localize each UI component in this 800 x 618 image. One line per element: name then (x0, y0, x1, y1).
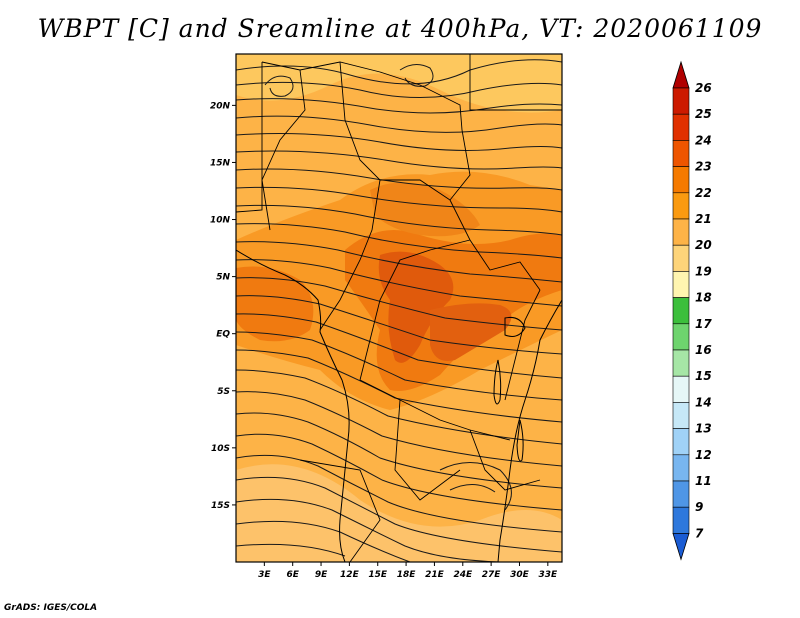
colorbar-label: 25 (695, 107, 712, 121)
lon-tick-label: 12E (340, 570, 360, 580)
colorbar-swatch (672, 297, 690, 325)
colorbar-bottom-arrow (672, 533, 690, 561)
wbpt-contour-22-west (236, 266, 314, 342)
lat-tick-label: 10N (210, 216, 231, 226)
lon-tick-label: 15E (368, 570, 388, 580)
country-boundaries (236, 54, 562, 562)
wbpt-contour-23-east (430, 303, 512, 361)
lat-tick-label: EQ (216, 330, 230, 340)
colorbar-label: 13 (695, 422, 712, 436)
lake-tanganyika (493, 359, 502, 405)
colorbar-swatch (672, 454, 690, 482)
colorbar-label: 16 (695, 343, 712, 357)
colorbar-swatch (672, 428, 690, 456)
colorbar-label: 23 (695, 160, 712, 174)
map-frame (235, 53, 563, 563)
colorbar-label: 21 (695, 212, 712, 226)
colorbar-label: 15 (695, 369, 712, 383)
wbpt-contour-22-north (370, 182, 480, 237)
lat-tick-label: 10S (211, 444, 230, 454)
colorbar-swatch (672, 402, 690, 429)
coastline-east (497, 299, 562, 562)
lat-tick-label: 5N (216, 273, 230, 283)
lake-malawi (516, 419, 524, 462)
colorbar-label: 11 (695, 474, 712, 488)
lat-tick-label: 5S (217, 387, 230, 397)
lon-tick-label: 6E (286, 570, 299, 580)
lake-victoria (504, 317, 526, 337)
colorbar-swatch (672, 480, 690, 508)
colorbar-label: 18 (695, 291, 712, 305)
lat-tick-label: 20N (210, 101, 231, 111)
lon-tick-label: 18E (397, 570, 417, 580)
colorbar-swatch (672, 323, 690, 351)
colorbar-swatch (672, 166, 690, 194)
colorbar-swatch (672, 140, 690, 167)
wbpt-contour-19-north (236, 54, 562, 113)
colorbar-swatch (672, 375, 690, 403)
lon-tick-label: 21E (425, 570, 445, 580)
lat-tick-label: 15S (211, 501, 230, 511)
map-figure: 20N 15N 10N 5N EQ 5S 10S 15S 3E 6E 9E 12E 15E 18E 21E… (210, 53, 712, 580)
wbpt-contour-23-core (378, 251, 454, 363)
latitude-axis: 20N 15N 10N 5N EQ 5S 10S 15S (210, 101, 236, 511)
colorbar-swatch (672, 244, 690, 272)
colorbar-swatch (672, 192, 690, 220)
colorbar-swatch (672, 87, 690, 115)
coastline-west (236, 249, 350, 562)
map-panel (236, 54, 562, 562)
colorbar-label: 12 (695, 448, 712, 462)
colorbar-label: 22 (695, 186, 712, 200)
wbpt-contour-19-south (236, 464, 562, 562)
lon-tick-label: 3E (258, 570, 271, 580)
colorbar-label: 24 (695, 133, 712, 147)
colorbar-label: 19 (695, 264, 712, 278)
colorbar-swatch (672, 349, 690, 377)
lon-tick-label: 24E (453, 570, 473, 580)
lon-tick-label: 30E (510, 570, 530, 580)
lon-tick-label: 33E (538, 570, 558, 580)
grads-credit: GrADS: IGES/COLA (4, 603, 98, 613)
colorbar-label: 26 (695, 81, 712, 95)
colorbar: 26 25 24 23 22 21 20 19 18 17 16 15 14 13 12 11 9 7 (672, 60, 712, 561)
lat-tick-label: 15N (210, 158, 231, 168)
colorbar-label: 7 (695, 526, 704, 540)
colorbar-label: 17 (695, 317, 712, 331)
colorbar-label: 20 (695, 238, 712, 252)
chart-title: WBPT [C] and Sreamline at 400hPa, VT: 20… (37, 14, 763, 43)
longitude-axis: 3E 6E 9E 12E 15E 18E 21E 24E 27E 30E 33E (258, 562, 558, 580)
colorbar-swatch (672, 218, 690, 246)
colorbar-top-arrow (672, 60, 690, 89)
lon-tick-label: 27E (482, 570, 502, 580)
colorbar-label: 14 (695, 395, 712, 409)
colorbar-swatch (672, 506, 690, 534)
colorbar-swatch (672, 271, 690, 298)
streamlines (236, 59, 562, 562)
colorbar-swatch (672, 113, 690, 141)
colorbar-label: 9 (695, 500, 703, 514)
lon-tick-label: 9E (315, 570, 328, 580)
